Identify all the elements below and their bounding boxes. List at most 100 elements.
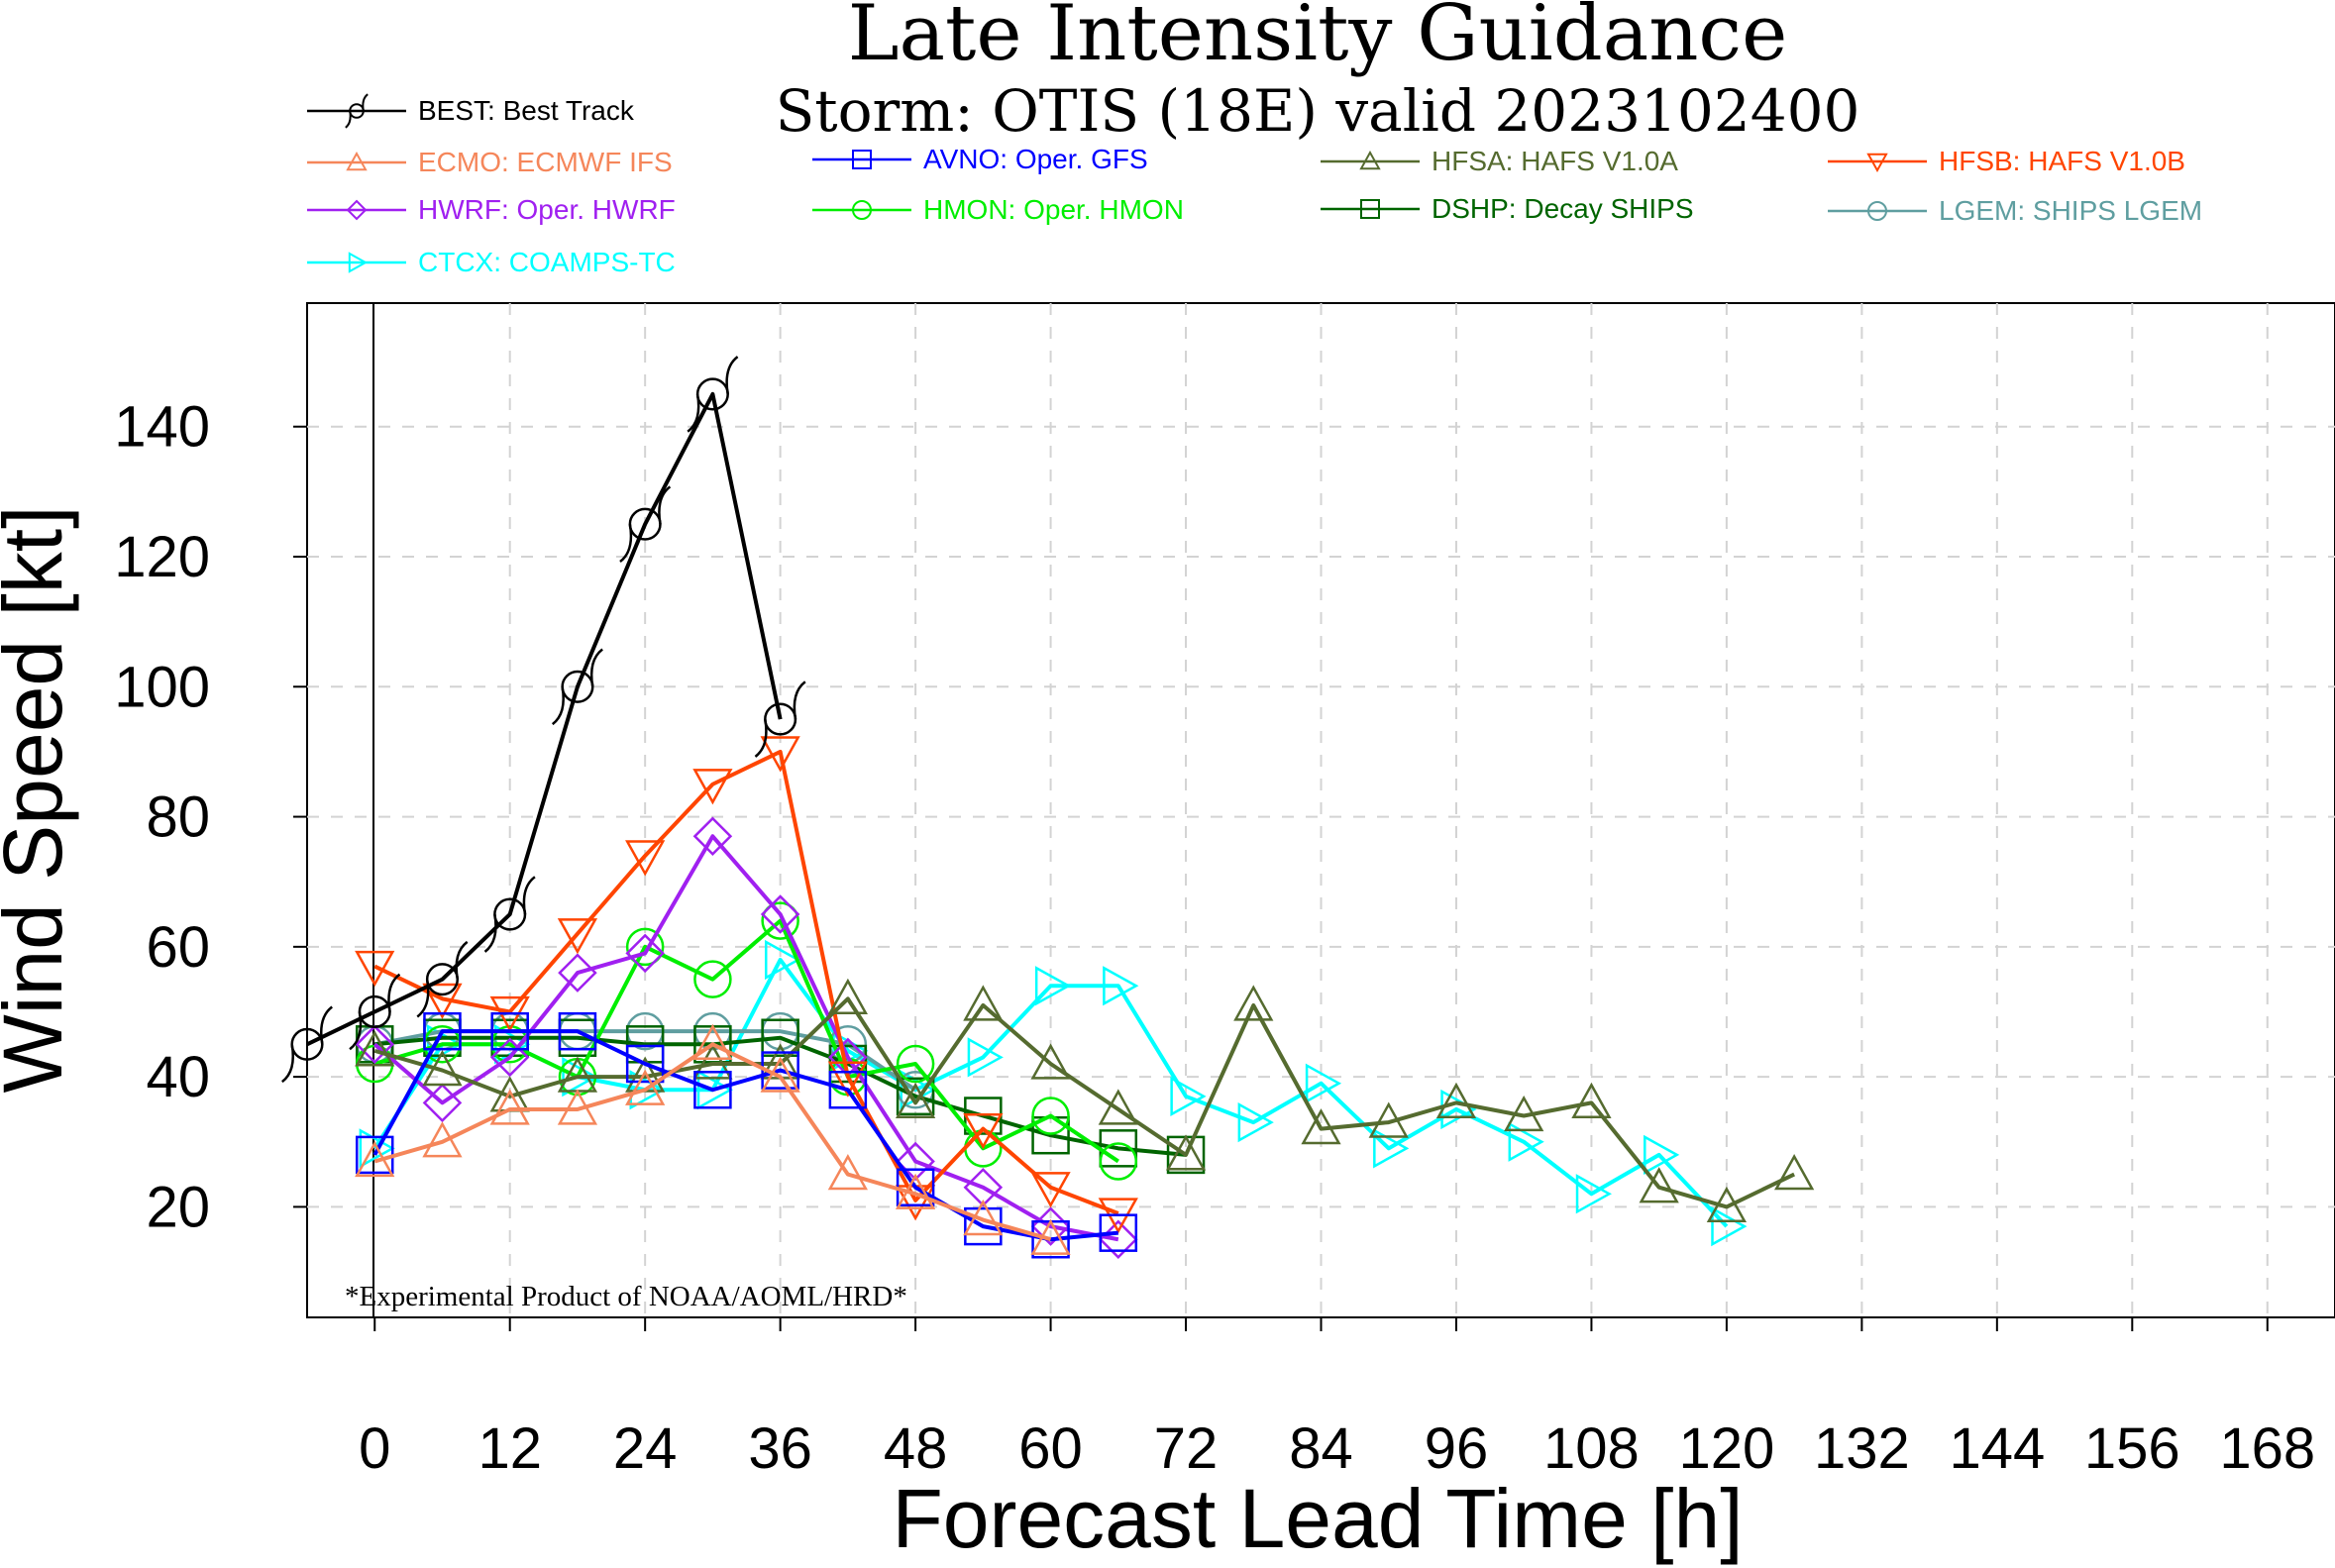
data-point-hmon [761, 901, 799, 940]
legend-label: AVNO: Oper. GFS [923, 144, 1148, 174]
series-line-best [306, 391, 783, 1047]
x-tick-label: 120 [1679, 1416, 1775, 1481]
hurricane-arm [362, 93, 369, 112]
x-tick-label: 36 [748, 1416, 812, 1481]
data-point-hfsa [1706, 1186, 1748, 1223]
x-tick-label: 168 [2219, 1416, 2315, 1481]
hurricane-arm [319, 1005, 334, 1045]
legend-item-hfsa: HFSA: HAFS V1.0A [1321, 146, 1678, 176]
legend-label: HMON: Oper. HMON [923, 194, 1184, 225]
hurricane-arm [658, 485, 672, 525]
data-point-ctcx [1170, 1076, 1207, 1116]
x-tick-label: 156 [2084, 1416, 2180, 1481]
legend-item-dshp: DSHP: Decay SHIPS [1321, 193, 1694, 224]
legend-item-ctcx: CTCX: COAMPS-TC [307, 247, 676, 277]
data-point-hfsa [1030, 1043, 1071, 1080]
series-line-ecmo [373, 1042, 1052, 1242]
data-point-ecmo [760, 1056, 800, 1093]
data-point-avno [558, 1011, 597, 1051]
x-tick-label: 144 [1949, 1416, 2045, 1481]
data-point-hfsb [692, 769, 733, 805]
data-point-hfsa [355, 1030, 395, 1067]
data-point-avno [828, 1071, 868, 1109]
data-point-hfsa [1368, 1101, 1409, 1138]
data-point-hfsa [1774, 1154, 1815, 1191]
chart-title: Late Intensity Guidance [848, 0, 1788, 78]
data-point-best [619, 485, 672, 563]
grid [307, 303, 2335, 1317]
legend-item-hwrf: HWRF: Oper. HWRF [307, 194, 676, 225]
data-point-hfsa [692, 1043, 733, 1080]
legend-label: CTCX: COAMPS-TC [418, 247, 676, 277]
data-point-avno [693, 1071, 732, 1109]
data-point-ctcx [967, 1037, 1004, 1078]
data-point-dshp [761, 1018, 799, 1057]
y-tick-label: 80 [146, 785, 210, 850]
data-point-hfsb [422, 983, 463, 1019]
data-point-best [483, 876, 536, 953]
x-tick-label: 72 [1154, 1416, 1219, 1481]
data-point-hwrf [489, 1037, 530, 1078]
data-point-hwrf [625, 933, 665, 974]
data-point-best [416, 940, 469, 1018]
series-avno [355, 1011, 1138, 1259]
hurricane-arm [483, 913, 497, 953]
legend-item-hmon: HMON: Oper. HMON [812, 194, 1184, 225]
data-point-hfsb [1030, 1172, 1071, 1208]
data-point-hmon [1031, 1097, 1070, 1135]
data-point-best [754, 680, 806, 758]
legend-label: ECMO: ECMWF IFS [418, 147, 673, 177]
data-point-hwrf [692, 816, 733, 857]
data-point-ctcx [562, 1057, 598, 1098]
y-tick-label: 60 [146, 915, 210, 980]
hurricane-arm [280, 1044, 295, 1084]
y-tick-label: 120 [114, 525, 210, 589]
data-point-hfsa [1165, 1134, 1207, 1171]
hurricane-arm [551, 686, 565, 726]
data-point-hfsb [760, 736, 800, 773]
data-point-ecmo [963, 1199, 1004, 1236]
data-point-best [551, 648, 603, 726]
data-point-hfsa [1098, 1089, 1138, 1125]
data-point-hmon [625, 927, 665, 967]
data-point-hfsa [963, 985, 1004, 1021]
hurricane-arm [725, 356, 739, 395]
data-point-ecmo [1030, 1218, 1071, 1255]
legend-label: LGEM: SHIPS LGEM [1939, 195, 2202, 226]
x-tick-label: 84 [1289, 1416, 1353, 1481]
data-point-ecmo [489, 1089, 530, 1125]
hurricane-arm [349, 1011, 363, 1051]
data-point-avno [625, 1044, 665, 1084]
data-point-hfsa [895, 1082, 936, 1119]
y-tick-label: 20 [146, 1175, 210, 1239]
hurricane-arm [793, 680, 806, 720]
data-point-avno [1099, 1213, 1138, 1252]
x-tick-label: 60 [1018, 1416, 1083, 1481]
legend-marker [1359, 150, 1381, 170]
data-point-ctcx [1711, 1205, 1748, 1247]
legend-marker [345, 93, 369, 129]
y-axis: 20 40 60 80 100 120 140 [114, 395, 307, 1239]
hurricane-arm [416, 979, 430, 1018]
x-tick-label: 0 [359, 1416, 390, 1481]
data-point-best [349, 973, 401, 1051]
data-point-hwrf [760, 894, 800, 934]
data-point-ecmo [625, 1069, 666, 1105]
data-point-dshp [896, 1077, 935, 1116]
data-point-best [687, 356, 739, 433]
data-point-ctcx [1373, 1128, 1410, 1169]
data-point-ctcx [1103, 966, 1139, 1006]
data-point-hwrf [558, 953, 597, 993]
legend-marker [1866, 153, 1888, 173]
x-tick-label: 24 [613, 1416, 678, 1481]
legend-item-avno: AVNO: Oper. GFS [812, 144, 1148, 174]
legend-item-best: BEST: Best Track [307, 93, 635, 129]
legend-marker [346, 199, 368, 221]
series-hfsb [355, 736, 1138, 1234]
y-tick-label: 140 [114, 395, 210, 460]
series-line-hfsa [373, 996, 1796, 1209]
data-point-hfsa [422, 1049, 463, 1087]
series-line-hfsb [373, 749, 1119, 1215]
data-point-ctcx [1034, 966, 1072, 1006]
